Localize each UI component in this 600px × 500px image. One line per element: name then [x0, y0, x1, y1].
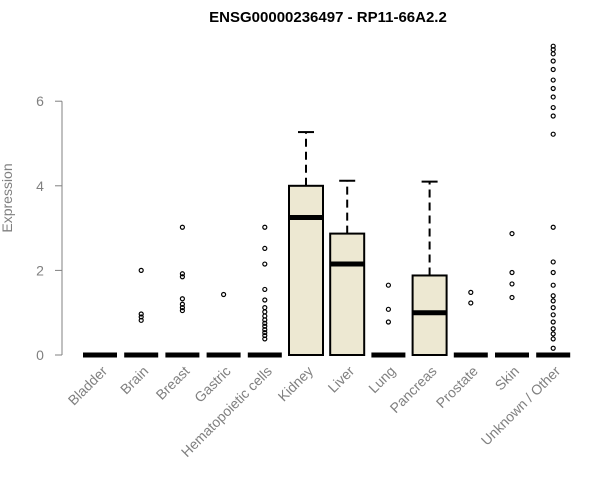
box-group-lung	[371, 282, 406, 358]
outlier-point	[262, 224, 268, 230]
x-tick-label: Breast	[153, 363, 193, 403]
outlier-point	[550, 113, 556, 119]
outlier-point	[262, 323, 268, 329]
x-tick-label: Kidney	[275, 363, 317, 405]
outlier-point	[550, 345, 556, 351]
outlier-point	[550, 104, 556, 111]
outlier-point	[262, 332, 268, 339]
outlier-point	[138, 311, 144, 317]
box-group-kidney	[288, 131, 324, 356]
outlier-point	[509, 281, 515, 287]
box-group-brain	[124, 267, 159, 358]
outlier-point	[468, 300, 474, 306]
y-tick-label: 2	[36, 262, 44, 278]
outlier-point	[509, 269, 515, 276]
outlier-point	[468, 289, 474, 295]
outlier-point	[138, 314, 144, 320]
x-tick-label: Lung	[365, 363, 398, 396]
outlier-point	[550, 269, 556, 276]
outlier-point	[179, 296, 185, 302]
outlier-point	[550, 77, 556, 83]
outlier-point	[550, 46, 556, 53]
box-body	[288, 184, 324, 356]
boxes-layer	[83, 43, 571, 358]
outlier-point	[550, 85, 556, 92]
outlier-point	[262, 309, 268, 315]
box-group-liver	[329, 179, 366, 356]
outlier-point	[179, 301, 185, 307]
outlier-point	[550, 51, 556, 57]
x-tick-label: Brain	[117, 363, 151, 397]
outlier-point	[179, 274, 185, 280]
outlier-point	[221, 291, 227, 298]
outlier-point	[550, 259, 556, 265]
outlier-point	[262, 297, 268, 303]
outlier-point	[550, 224, 556, 230]
outlier-point	[179, 271, 185, 277]
outlier-point	[262, 286, 268, 293]
y-axis: 0 2 4 6	[36, 93, 63, 363]
y-tick-label: 0	[36, 347, 44, 363]
box-body	[411, 274, 448, 357]
outlier-point	[262, 329, 268, 336]
outlier-point	[550, 312, 556, 318]
box-group-breast	[165, 224, 200, 358]
outlier-point	[550, 58, 556, 64]
outlier-point	[262, 261, 268, 267]
outlier-point	[509, 230, 515, 237]
y-tick-label: 4	[36, 178, 44, 194]
outlier-point	[262, 320, 268, 326]
outlier-point	[550, 305, 556, 311]
outlier-point	[550, 319, 556, 325]
x-tick-label: Liver	[325, 363, 358, 396]
chart-title: ENSG00000236497 - RP11-66A2.2	[209, 9, 447, 26]
outlier-point	[509, 294, 515, 301]
box-body	[329, 232, 366, 356]
outlier-point	[138, 267, 144, 273]
outlier-point	[385, 306, 391, 312]
x-tick-label: Skin	[492, 363, 523, 394]
outlier-point	[550, 94, 556, 100]
outlier-point	[550, 293, 556, 299]
outlier-point	[138, 317, 144, 323]
outlier-point	[550, 326, 556, 332]
box-group-prostate	[453, 289, 488, 358]
y-axis-label: Expression	[0, 163, 15, 232]
outlier-point	[262, 327, 268, 333]
outlier-point	[262, 305, 268, 311]
outlier-point	[550, 336, 556, 342]
y-tick-label: 6	[36, 93, 44, 109]
outlier-point	[550, 331, 556, 337]
x-tick-label: Prostate	[433, 363, 481, 411]
x-tick-label: Bladder	[65, 363, 111, 409]
box-group-gastric	[206, 291, 241, 358]
outlier-point	[179, 307, 185, 314]
box-group-unknown-other	[536, 43, 571, 358]
outlier-point	[550, 66, 556, 73]
outlier-point	[550, 43, 556, 49]
outlier-point	[550, 131, 556, 137]
outlier-point	[179, 224, 185, 230]
outlier-point	[385, 282, 391, 288]
box-group-hematopoietic-cells	[247, 224, 282, 358]
outlier-point	[550, 298, 556, 304]
outlier-point	[385, 319, 391, 325]
box-group-pancreas	[411, 180, 448, 357]
outlier-point	[550, 282, 556, 288]
outlier-point	[262, 336, 268, 342]
box-group-skin	[495, 230, 529, 358]
outlier-point	[179, 305, 185, 311]
outlier-point	[262, 245, 268, 252]
